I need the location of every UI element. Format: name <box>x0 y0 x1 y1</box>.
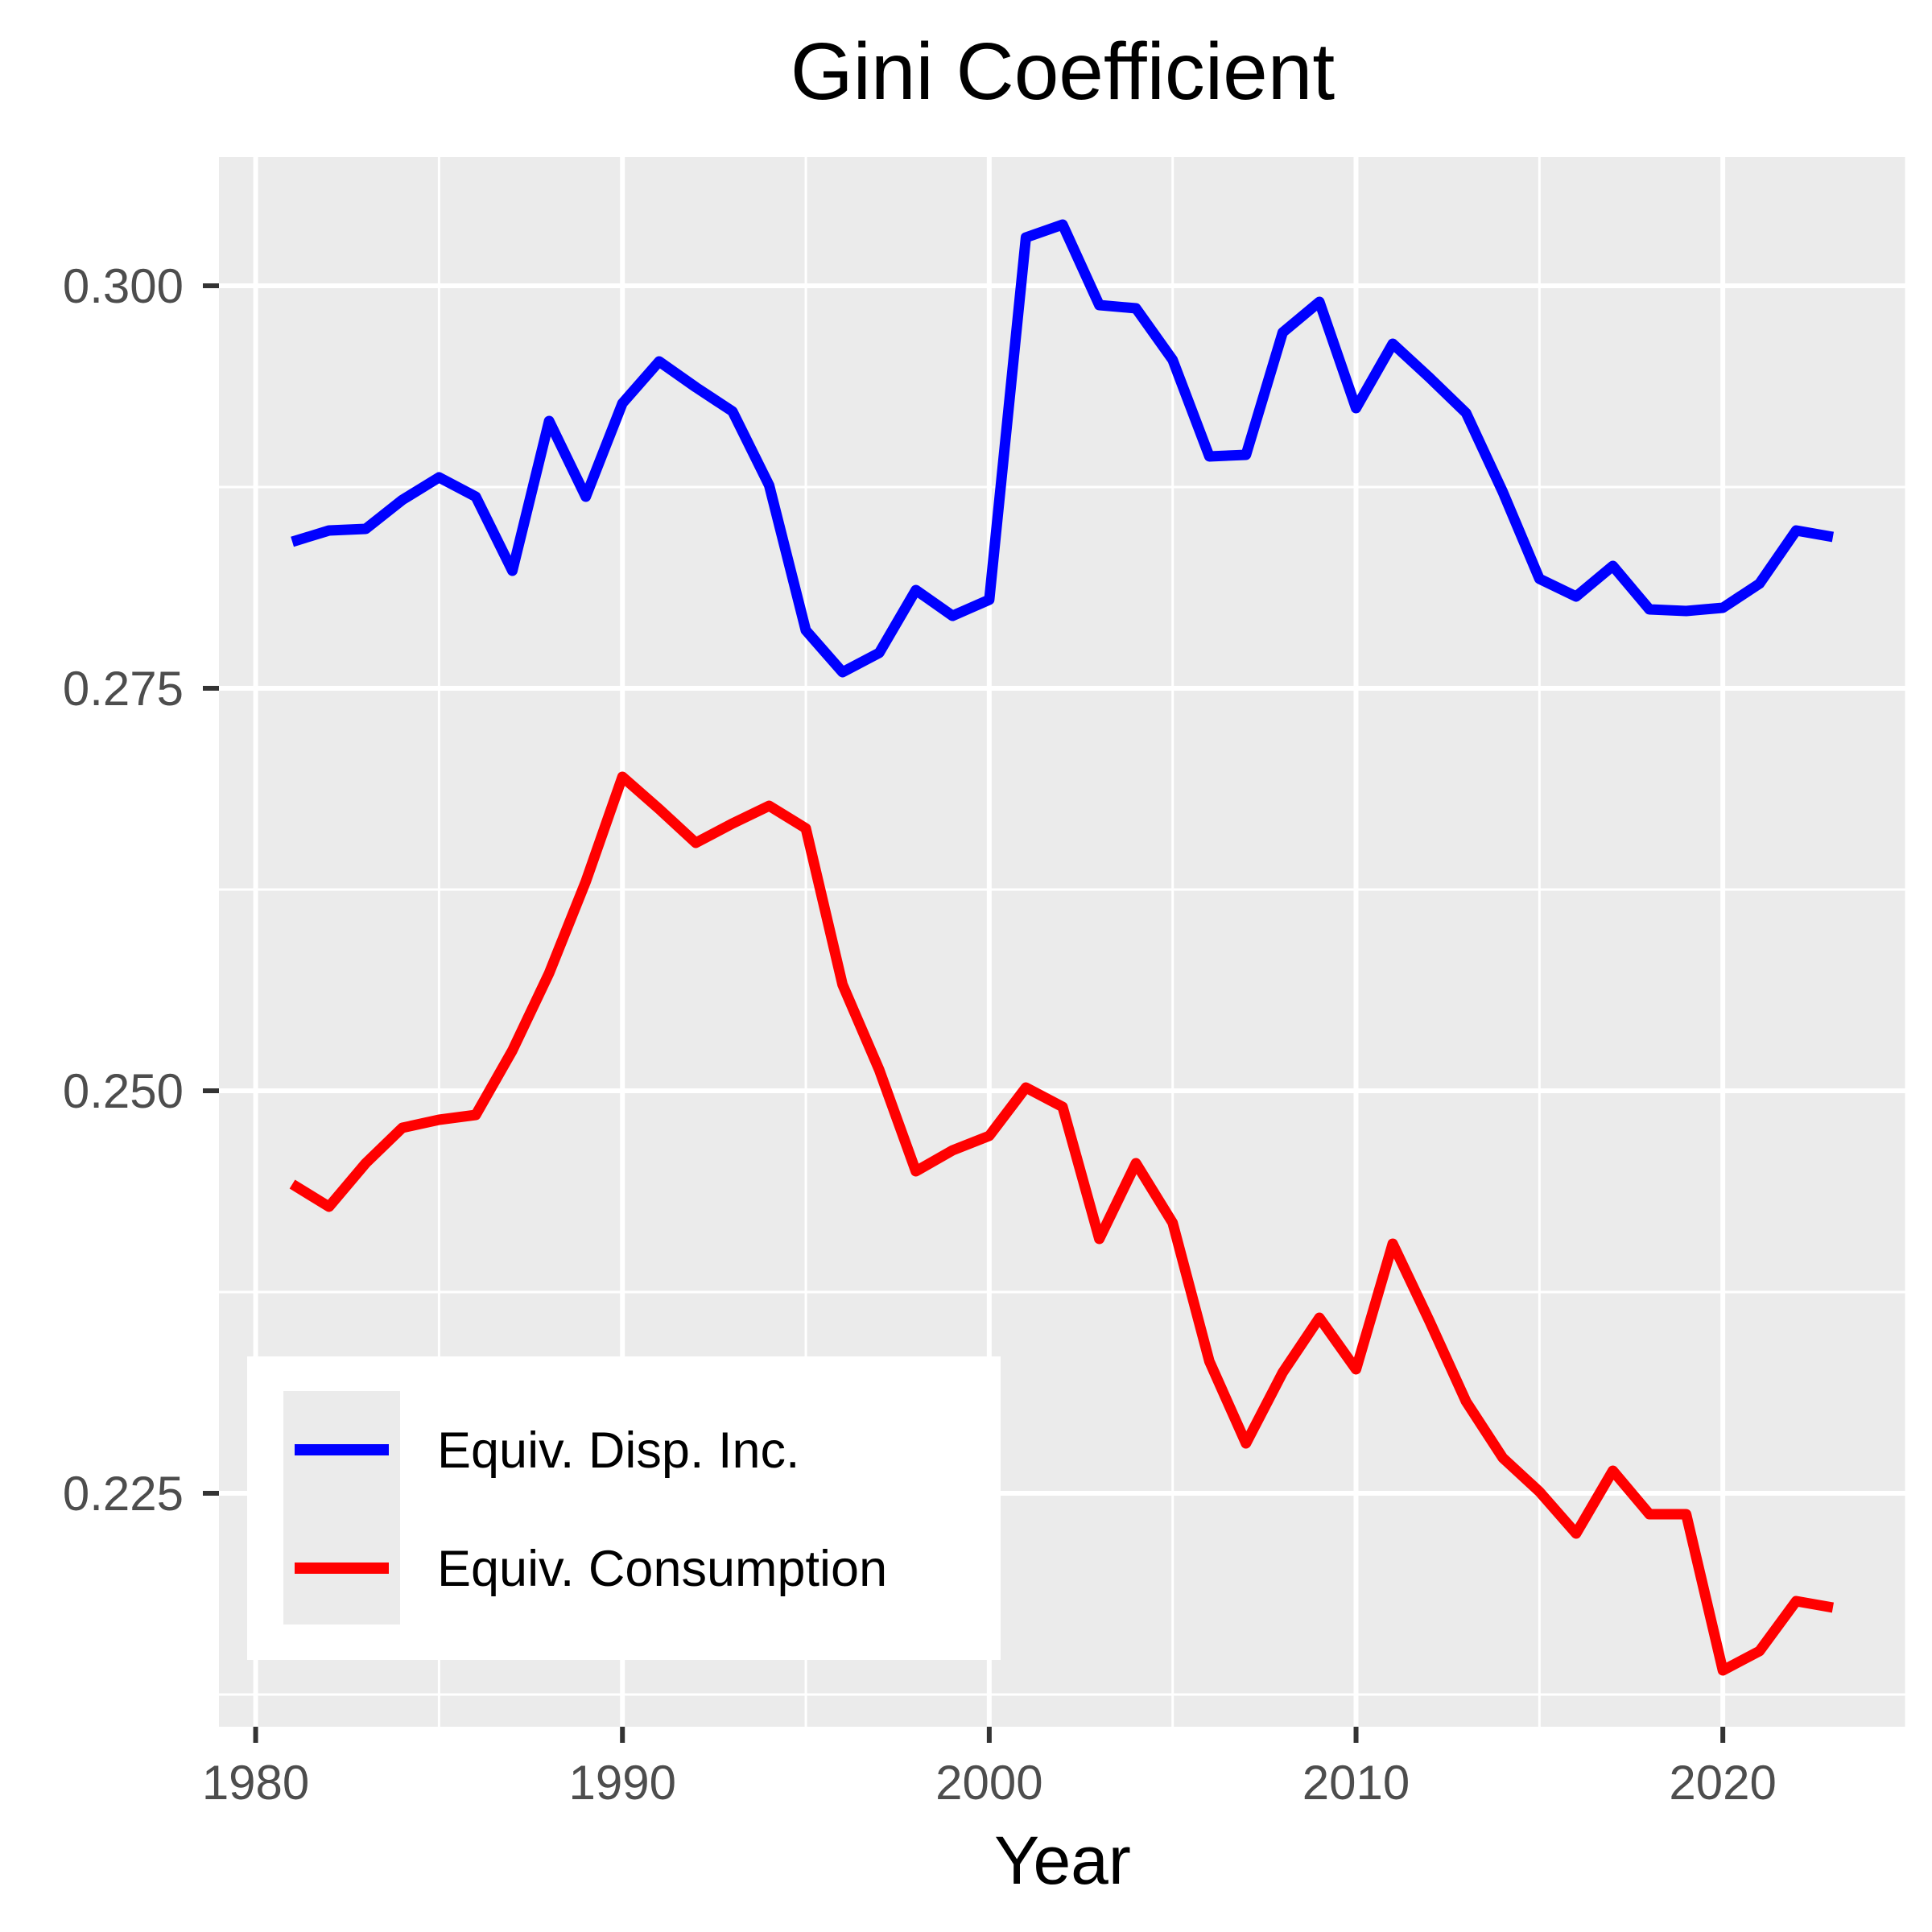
x-tick-label: 2010 <box>1302 1756 1410 1810</box>
x-tick-label: 2000 <box>935 1756 1042 1810</box>
y-tick-label: 0.275 <box>63 662 184 716</box>
chart-title: Gini Coefficient <box>791 27 1335 117</box>
x-axis: 1980 1990 2000 2010 2020 <box>202 1727 1777 1810</box>
y-axis: 0.225 0.250 0.275 0.300 <box>63 259 219 1521</box>
series-lines <box>289 219 1835 1676</box>
legend-key-background <box>283 1391 400 1624</box>
x-tick-label: 2020 <box>1669 1756 1776 1810</box>
x-tick-label: 1980 <box>202 1756 309 1810</box>
legend-label-equiv-consumption: Equiv. Consumption <box>437 1541 887 1597</box>
x-axis-title: Year <box>994 1823 1131 1898</box>
y-tick-label: 0.225 <box>63 1467 184 1521</box>
x-tick-label: 1990 <box>568 1756 675 1810</box>
grid-minor <box>219 157 1908 1727</box>
y-tick-label: 0.300 <box>63 259 184 313</box>
legend: Equiv. Disp. Inc. Equiv. Consumption <box>247 1356 1001 1660</box>
legend-label-equiv-disp-inc: Equiv. Disp. Inc. <box>437 1422 800 1479</box>
y-tick-label: 0.250 <box>63 1064 184 1118</box>
series-line-equiv-disp-inc <box>291 219 1835 678</box>
series-line-equiv-consumption <box>289 771 1835 1676</box>
